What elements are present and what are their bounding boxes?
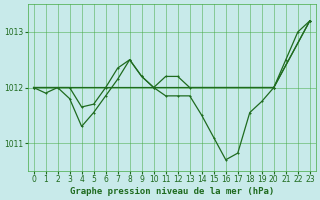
X-axis label: Graphe pression niveau de la mer (hPa): Graphe pression niveau de la mer (hPa) bbox=[69, 187, 274, 196]
